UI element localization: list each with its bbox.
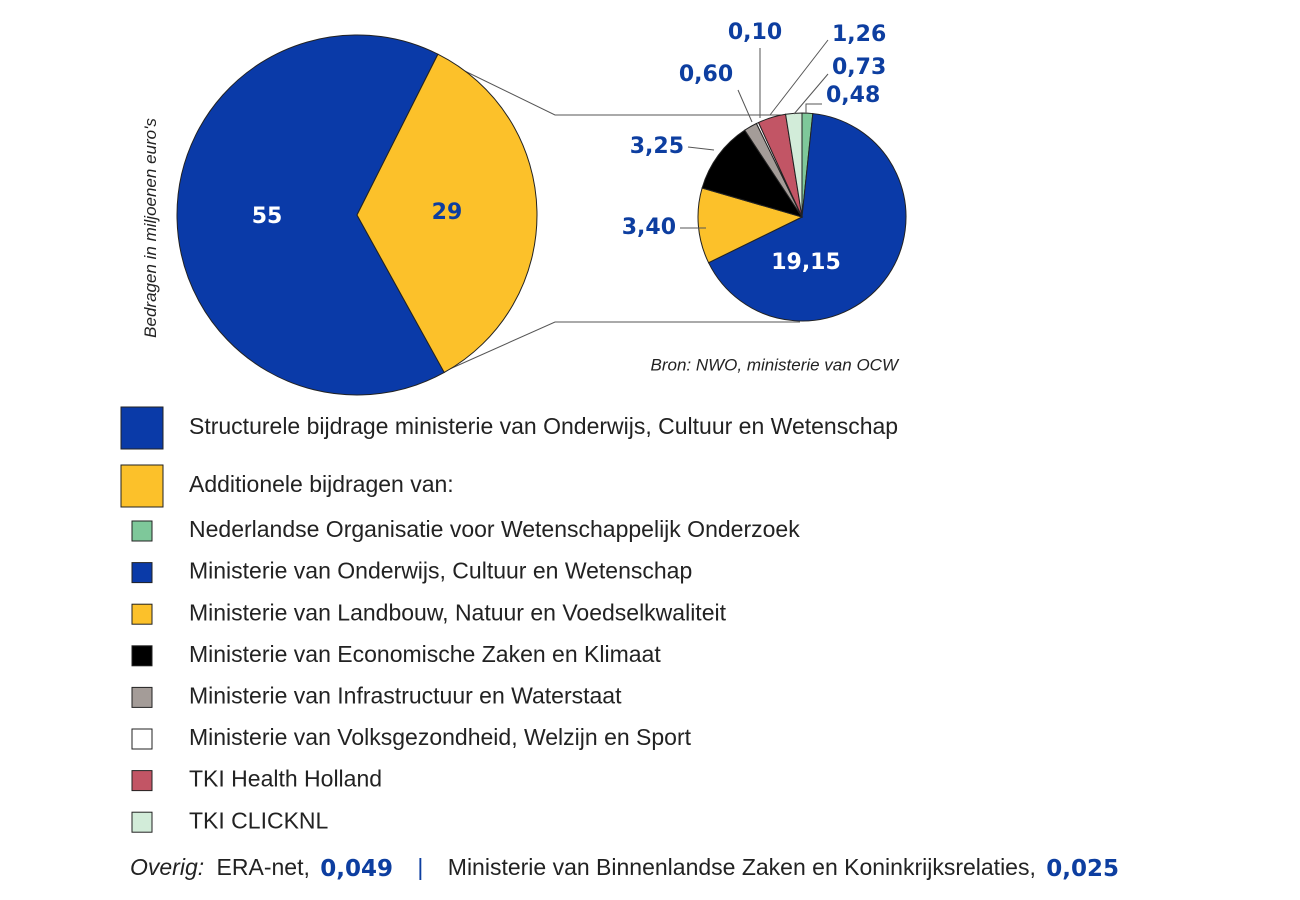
source: Bron: NWO, ministerie van OCW — [651, 355, 900, 374]
pie-slice — [356, 53, 538, 374]
legend-swatch — [131, 770, 153, 792]
legend-label: Ministerie van Volksgezondheid, Welzijn … — [189, 724, 692, 750]
leader-line — [793, 73, 829, 115]
legend-swatch — [131, 811, 153, 833]
footer-label: Overig: — [130, 854, 204, 880]
legend-swatch — [131, 686, 153, 708]
leader-line — [737, 89, 753, 123]
legend-label: Nederlandse Organisatie voor Wetenschapp… — [189, 516, 800, 542]
data-label: 29 — [432, 200, 463, 225]
legend-label: Additionele bijdragen van: — [189, 471, 454, 497]
data-label: 0,73 — [832, 55, 886, 80]
footer-item: Ministerie van Binnenlandse Zaken en Kon… — [448, 854, 1036, 880]
pie-slice — [701, 129, 804, 218]
legend-swatch — [120, 464, 164, 508]
footer: Overig: ERA-net, 0,049 | Ministerie van … — [130, 854, 1119, 881]
data-label: 1,26 — [832, 22, 886, 47]
legend-swatch — [131, 520, 153, 542]
legend-label: TKI CLICKNL — [189, 807, 329, 833]
legend-label: Ministerie van Economische Zaken en Klim… — [189, 641, 661, 667]
data-label: 19,15 — [771, 250, 841, 275]
footer-separator: | — [417, 854, 423, 880]
data-label: 0,48 — [826, 83, 880, 108]
pie-slice — [707, 113, 907, 322]
footer-amount: 0,049 — [320, 856, 393, 882]
pie-slice — [176, 34, 445, 396]
data-label: 3,25 — [630, 134, 684, 159]
legend-swatch — [131, 562, 153, 584]
data-label: 0,10 — [728, 20, 782, 45]
legend-swatch — [131, 603, 153, 625]
legend-swatch — [120, 406, 164, 450]
data-label: 55 — [252, 204, 283, 229]
connector — [442, 321, 800, 373]
legend-swatch — [131, 645, 153, 667]
legend-swatch — [131, 728, 153, 750]
legend-label: Ministerie van Onderwijs, Cultuur en Wet… — [189, 558, 692, 584]
leader-line — [805, 103, 822, 114]
footer-amount: 0,025 — [1046, 856, 1119, 882]
legend-label: Structurele bijdrage ministerie van Onde… — [189, 413, 898, 439]
pie-slice — [785, 112, 803, 218]
data-label: 0,60 — [679, 62, 733, 87]
connector — [437, 57, 800, 116]
legend-label: Ministerie van Infrastructuur en Waterst… — [189, 682, 622, 708]
legend-label: TKI Health Holland — [189, 766, 382, 792]
footer-item: ERA-net, — [217, 854, 310, 880]
data-label: 3,40 — [622, 215, 676, 240]
leader-line — [687, 146, 715, 151]
legend-label: Ministerie van Landbouw, Natuur en Voeds… — [189, 599, 727, 625]
pie-slice — [697, 187, 804, 264]
leader-line — [769, 39, 829, 116]
axis-label: Bedragen in miljoenen euro's — [141, 118, 160, 338]
